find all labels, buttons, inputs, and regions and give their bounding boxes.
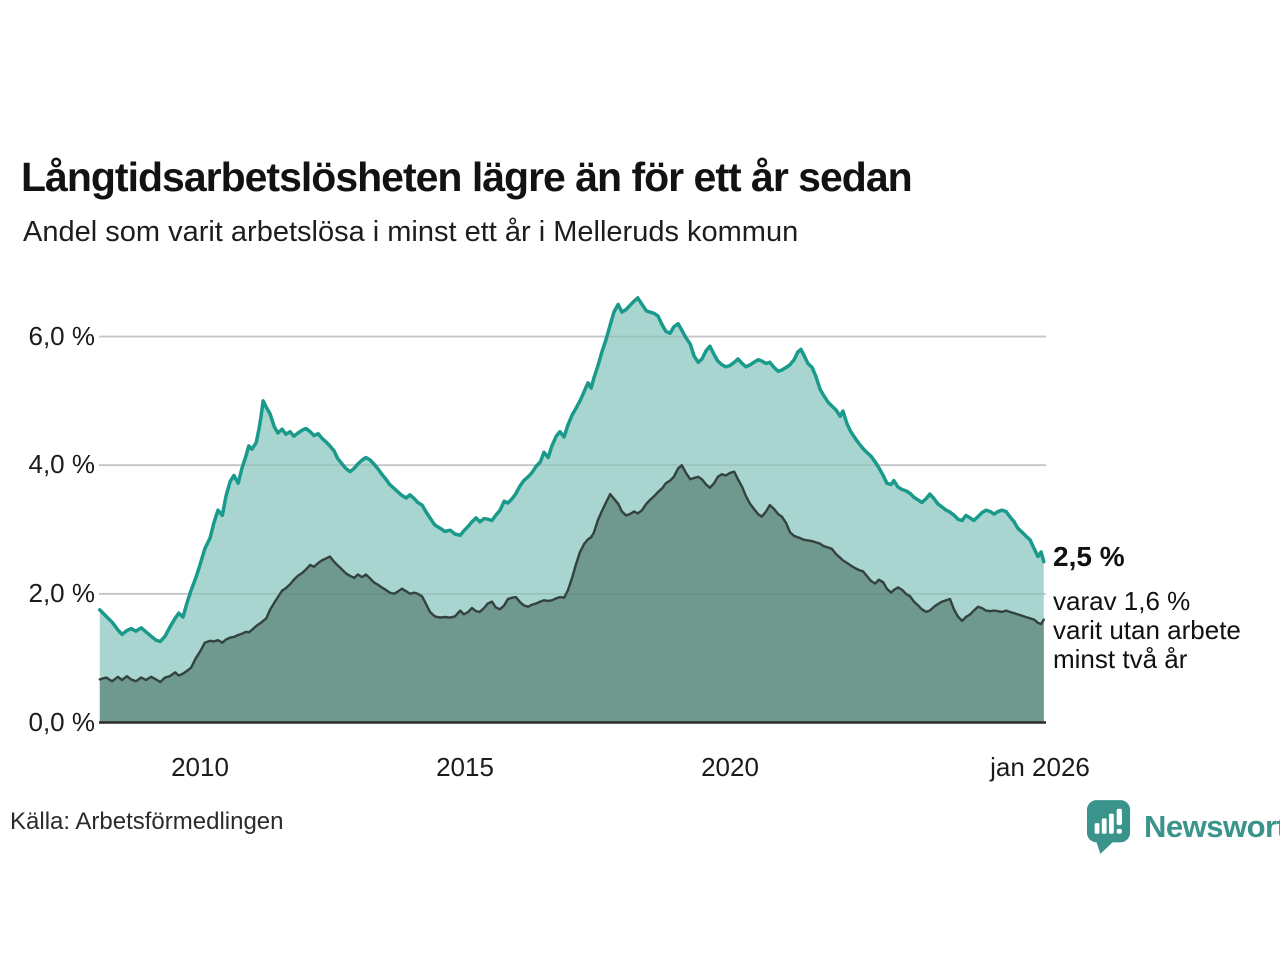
y-tick-label: 0,0 %	[28, 706, 96, 737]
annotation-line-2: varit utan arbete	[1053, 615, 1241, 646]
page-subtitle: Andel som varit arbetslösa i minst ett å…	[23, 216, 799, 248]
latest-value-annotation: 2,5 % varav 1,6 % varit utan arbete mins…	[1053, 541, 1273, 674]
y-tick-label: 4,0 %	[28, 449, 96, 480]
latest-total-value: 2,5 %	[1053, 541, 1125, 572]
newsworthy-brand: Newsworthy	[1086, 799, 1280, 855]
y-tick-label: 6,0 %	[28, 320, 96, 351]
annotation-line-1: varav 1,6 %	[1053, 586, 1191, 616]
annotation-line-3: minst två år	[1053, 644, 1188, 675]
y-tick-label: 2,0 %	[28, 577, 96, 608]
x-tick-label: 2020	[701, 752, 759, 782]
brand-wordmark: Newsworthy	[1144, 809, 1280, 844]
area-chart	[98, 296, 1046, 724]
page-title: Långtidsarbetslösheten lägre än för ett …	[21, 154, 913, 201]
x-tick-label: jan 2026	[990, 752, 1090, 782]
two-year-area-fill	[99, 465, 1044, 723]
total-line-path	[98, 296, 1046, 644]
newsworthy-pin-barchart-icon	[1086, 800, 1131, 854]
two-year-line-path	[98, 464, 1045, 684]
source-attribution: Källa: Arbetsförmedlingen	[10, 808, 284, 835]
x-tick-label: 2010	[171, 752, 229, 782]
x-tick-label: 2015	[436, 752, 494, 782]
